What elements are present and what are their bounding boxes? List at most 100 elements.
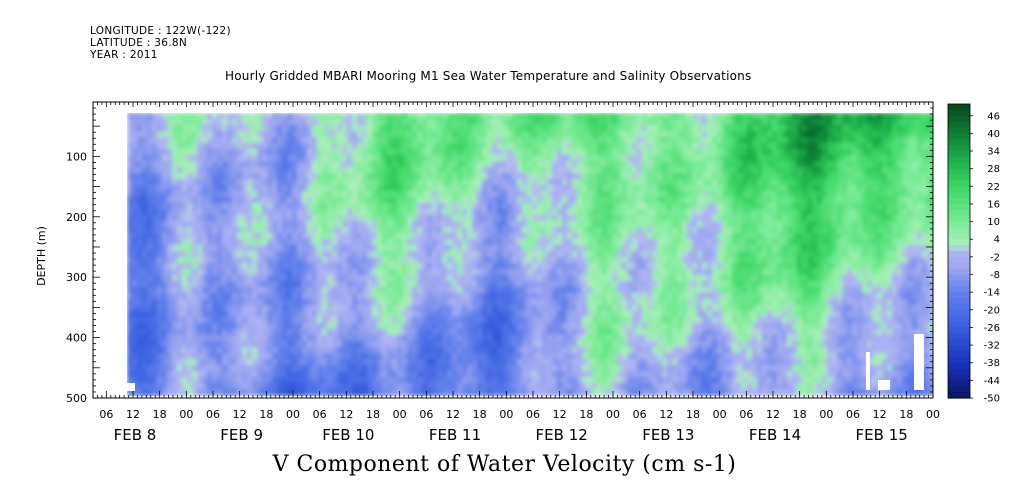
x-day-label: FEB 10 — [322, 426, 374, 444]
x-tick-label: 00 — [606, 408, 620, 421]
x-tick-label: 12 — [873, 408, 887, 421]
colorbar-swatch — [948, 298, 970, 305]
x-tick-label: 06 — [206, 408, 220, 421]
colorbar-label: -14 — [984, 288, 1000, 299]
colorbar-swatch — [948, 327, 970, 334]
x-axis: 06 12 18 00 06 12 18 00 06 12 18 00 06 12 18 00 06 12 18 00… — [92, 102, 940, 444]
colorbar-label: 22 — [987, 182, 1000, 193]
plot-frame — [92, 101, 934, 399]
x-tick-label: 00 — [393, 408, 407, 421]
x-tick-label: 00 — [499, 408, 513, 421]
x-tick-label: 00 — [926, 408, 940, 421]
colorbar-swatch — [948, 121, 970, 129]
colorbar-label: -50 — [984, 394, 1000, 405]
x-tick-label: 18 — [153, 408, 167, 421]
x-day-label: FEB 14 — [749, 426, 801, 444]
colorbar-swatch — [948, 350, 970, 358]
y-tick-label: 400 — [66, 332, 87, 345]
colorbar-swatch — [948, 392, 970, 399]
x-tick-label: 18 — [579, 408, 593, 421]
x-tick-label: 00 — [179, 408, 193, 421]
year-label: YEAR : 2011 — [90, 49, 158, 61]
colorbar-label: 16 — [987, 199, 1000, 210]
colorbar-swatch — [948, 315, 970, 323]
colorbar-swatch — [948, 198, 970, 205]
colorbar-swatch — [948, 262, 970, 270]
colorbar-swatch — [948, 151, 970, 158]
colorbar-swatch — [948, 251, 970, 258]
x-tick-label: 12 — [233, 408, 247, 421]
x-tick-label: 12 — [126, 408, 140, 421]
colorbar-swatch — [948, 168, 970, 176]
heatmap-field — [125, 113, 933, 396]
colorbar-swatch — [948, 268, 970, 276]
x-tick-label: 12 — [553, 408, 567, 421]
colorbar-swatch — [948, 339, 970, 346]
colorbar-label: 40 — [987, 129, 1000, 140]
colorbar-swatch — [948, 227, 970, 234]
colorbar-label: 34 — [987, 147, 1000, 158]
colorbar-swatch — [948, 256, 970, 264]
colorbar-label: -44 — [984, 376, 1000, 387]
longitude-label: LONGITUDE : 122W(-122) — [90, 25, 231, 37]
x-tick-label: 18 — [686, 408, 700, 421]
x-day-label: FEB 12 — [536, 426, 588, 444]
colorbar-swatch — [948, 380, 970, 387]
y-axis: 100 200 300 400 500 — [66, 101, 933, 405]
colorbar-swatch — [948, 292, 970, 299]
colorbar-swatch — [948, 109, 970, 117]
x-day-label: FEB 13 — [642, 426, 694, 444]
colorbar-label: 28 — [987, 164, 1000, 175]
colorbar-swatch — [948, 303, 970, 311]
colorbar-swatch — [948, 104, 970, 111]
y-axis-label: DEPTH (m) — [35, 226, 48, 286]
colorbar-swatch — [948, 203, 970, 211]
colorbar-swatch — [948, 345, 970, 352]
x-tick-label: 06 — [739, 408, 753, 421]
colorbar-label: -38 — [984, 358, 1000, 369]
latitude-label: LATITUDE : 36.8N — [90, 37, 188, 49]
colorbar-swatch — [948, 186, 970, 193]
x-day-label: FEB 15 — [856, 426, 908, 444]
y-tick-label: 300 — [66, 271, 87, 284]
colorbar-swatch — [948, 374, 970, 381]
x-tick-label: 18 — [366, 408, 380, 421]
y-tick-label: 200 — [66, 211, 87, 224]
y-tick-label: 500 — [66, 392, 87, 405]
x-tick-label: 12 — [659, 408, 673, 421]
colorbar-label: -20 — [984, 305, 1000, 316]
colorbar-label: 46 — [987, 111, 1000, 122]
x-tick-label: 18 — [793, 408, 807, 421]
colorbar-label: 10 — [987, 217, 1000, 228]
colorbar: 46 40 34 28 22 16 10 4 -2 -8 -14 -20 -26 -32 -38 -44 -50 — [947, 103, 1000, 405]
colorbar-label: -8 — [990, 270, 1000, 281]
x-tick-label: 12 — [339, 408, 353, 421]
chart-title: Hourly Gridded MBARI Mooring M1 Sea Wate… — [225, 69, 752, 83]
colorbar-swatch — [948, 115, 970, 123]
colorbar-label: -32 — [984, 341, 1000, 352]
x-tick-label: 00 — [286, 408, 300, 421]
colorbar-label: -26 — [984, 323, 1000, 334]
x-tick-label: 06 — [419, 408, 433, 421]
x-tick-label: 12 — [766, 408, 780, 421]
colorbar-swatch — [948, 215, 970, 223]
x-day-label: FEB 11 — [429, 426, 481, 444]
colorbar-swatch — [948, 192, 970, 199]
colorbar-swatch — [948, 209, 970, 217]
x-tick-label: 00 — [713, 408, 727, 421]
x-tick-label: 18 — [899, 408, 913, 421]
x-day-label: FEB 9 — [220, 426, 263, 444]
colorbar-swatch — [948, 333, 970, 340]
colorbar-swatch — [948, 362, 970, 370]
x-axis-title: V Component of Water Velocity (cm s-1) — [272, 452, 737, 477]
colorbar-swatch — [948, 133, 970, 140]
colorbar-swatch — [948, 356, 970, 364]
colorbar-swatch — [948, 368, 970, 376]
colorbar-swatch — [948, 239, 970, 246]
colorbar-swatch — [948, 321, 970, 329]
colorbar-label: 4 — [994, 235, 1000, 246]
x-tick-label: 00 — [819, 408, 833, 421]
x-tick-label: 18 — [259, 408, 273, 421]
colorbar-swatch — [948, 127, 970, 134]
